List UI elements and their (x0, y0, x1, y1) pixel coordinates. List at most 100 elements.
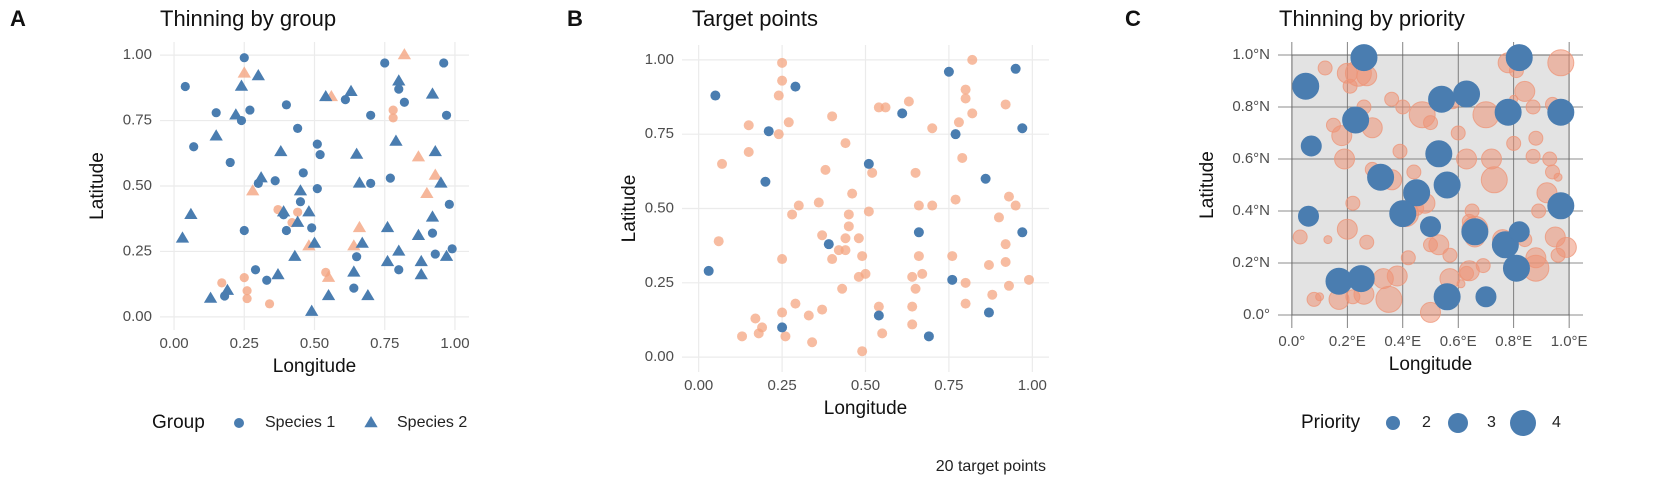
bubble (1456, 148, 1478, 170)
point (180, 81, 190, 92)
point (737, 331, 748, 342)
bubble (1317, 60, 1333, 76)
point (743, 147, 754, 158)
y-tick-label: 1.0°N (1232, 46, 1270, 63)
bubble (1433, 171, 1461, 199)
point (245, 105, 255, 115)
point (717, 158, 728, 169)
point (237, 66, 251, 78)
point (913, 227, 924, 238)
point (873, 301, 884, 312)
bubble (1433, 283, 1461, 311)
bubble (1553, 172, 1563, 182)
y-tick-label: 0.0° (1243, 306, 1270, 323)
point (315, 149, 325, 160)
bubble (1475, 286, 1497, 308)
point (225, 157, 235, 168)
bubble (1292, 72, 1320, 100)
point (807, 337, 818, 348)
bubble (1298, 205, 1319, 227)
point (305, 304, 319, 316)
bubble (1359, 234, 1375, 250)
point (281, 225, 292, 236)
bubble (1292, 229, 1308, 245)
y-tick-label: 0.75 (645, 125, 674, 142)
point (840, 245, 851, 256)
x-axis-label: Longitude (1389, 354, 1472, 375)
bubble (1550, 247, 1566, 263)
y-tick-label: 1.00 (123, 46, 152, 63)
x-tick-label: 0.4°E (1384, 333, 1421, 350)
point (250, 265, 261, 275)
point (803, 310, 814, 321)
point (270, 176, 280, 186)
bubble (1342, 106, 1370, 134)
point (813, 197, 824, 208)
x-tick-label: 0.75 (370, 335, 399, 352)
y-tick-label: 0.25 (645, 274, 674, 291)
bubble (1389, 200, 1417, 228)
point (203, 291, 218, 303)
point (710, 90, 721, 101)
bubble (1345, 195, 1361, 211)
point (873, 310, 884, 321)
point (175, 231, 190, 243)
bubble (1453, 80, 1481, 108)
bubble (1456, 279, 1466, 289)
point (414, 268, 428, 280)
point (352, 220, 367, 233)
point (983, 259, 994, 270)
point (264, 299, 275, 309)
point (793, 200, 804, 211)
point (773, 129, 784, 140)
point (220, 283, 235, 295)
bubble (1461, 218, 1489, 246)
y-tick-label: 0.8°N (1232, 98, 1270, 115)
bubble (1481, 148, 1502, 170)
point (1003, 191, 1014, 202)
point (1000, 239, 1011, 250)
bubble (1494, 98, 1522, 126)
point (239, 273, 249, 283)
point (1000, 99, 1011, 110)
point (288, 249, 302, 261)
point (274, 144, 288, 157)
point (947, 274, 958, 285)
point (428, 144, 442, 157)
bubble (1525, 148, 1541, 164)
bubble (1547, 98, 1575, 126)
bubble (1347, 265, 1375, 293)
point (960, 277, 971, 288)
point (352, 252, 362, 262)
point (397, 48, 412, 60)
point (777, 57, 788, 68)
point (246, 184, 260, 196)
point (787, 209, 798, 220)
point (917, 268, 928, 279)
point (847, 188, 858, 199)
point (777, 322, 788, 333)
bubble (1395, 99, 1411, 115)
bubble (1372, 268, 1394, 290)
point (913, 251, 924, 262)
point (239, 225, 249, 236)
point (189, 142, 199, 152)
bubble (1547, 192, 1575, 220)
x-axis-label: Longitude (273, 356, 356, 377)
point (321, 270, 336, 282)
x-tick-label: 1.0°E (1551, 333, 1588, 350)
point (1000, 257, 1011, 268)
point (840, 233, 851, 244)
bubble (1459, 265, 1475, 281)
point (1023, 274, 1034, 285)
legend-title: Priority (1301, 412, 1361, 433)
panel-letter: C (1125, 6, 1141, 31)
bubble (1514, 80, 1536, 102)
point (242, 286, 252, 296)
caption: 20 target points (936, 458, 1046, 475)
point (843, 221, 854, 232)
bubble (1450, 125, 1466, 141)
point (184, 207, 198, 219)
legend-symbol (1510, 410, 1536, 436)
point (430, 249, 440, 259)
